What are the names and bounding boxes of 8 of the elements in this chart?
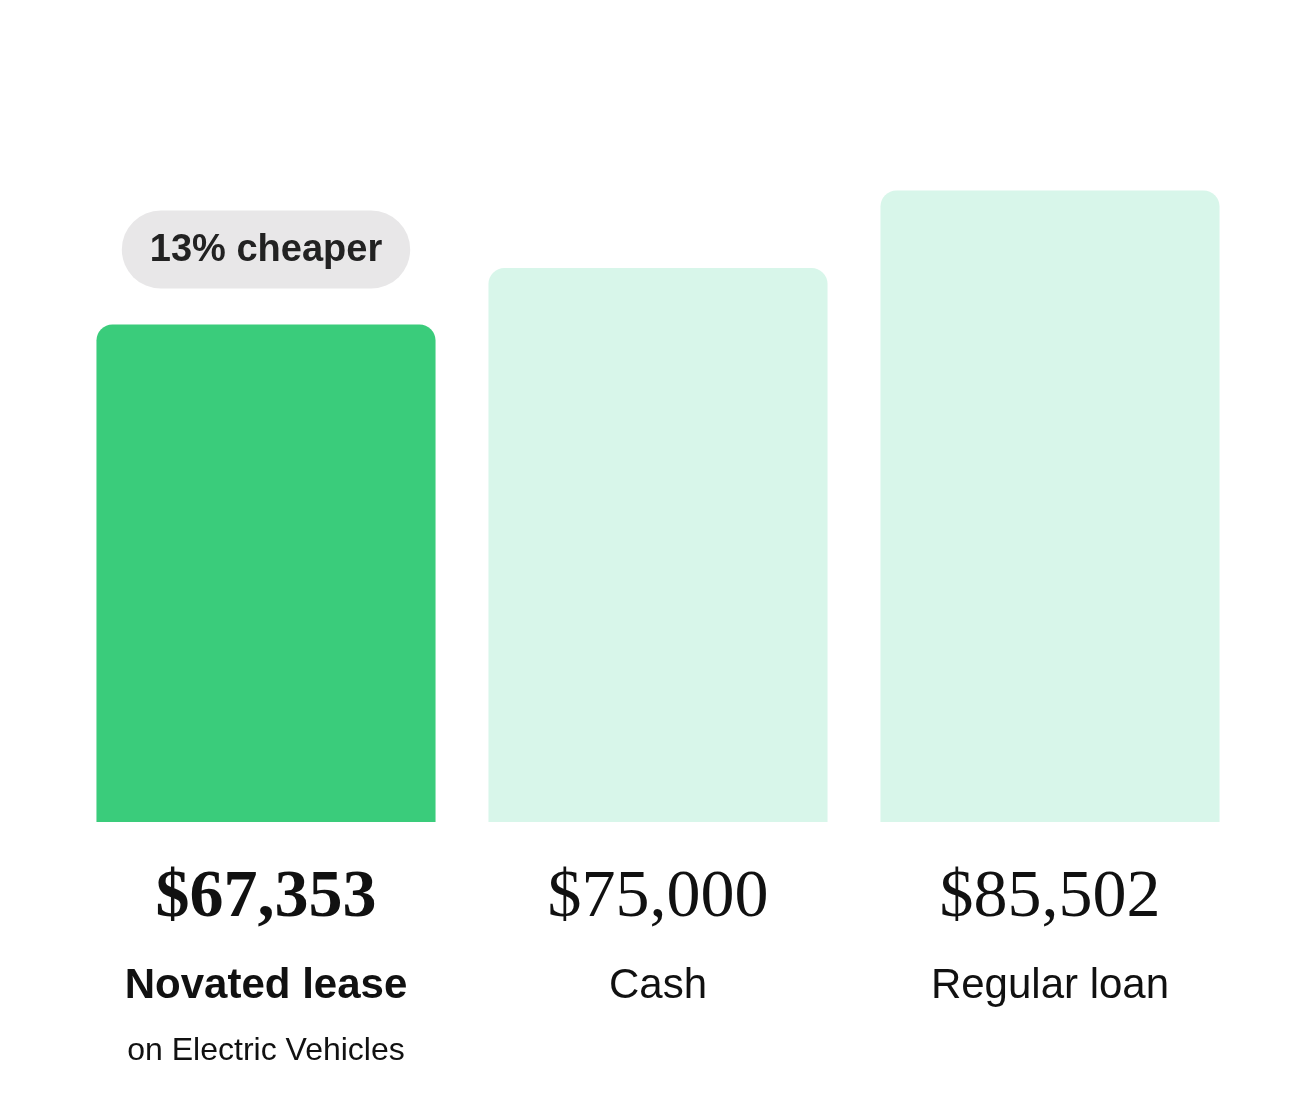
- data-label: $67,353: [155, 855, 377, 931]
- data-label: $75,000: [547, 855, 769, 931]
- data-label: $85,502: [939, 855, 1161, 931]
- x-tick-label: Cash: [608, 960, 708, 1007]
- text: on Electric Vehicles: [127, 1031, 405, 1067]
- x-tick-label: Novated lease: [124, 960, 408, 1007]
- x-tick-label: Regular loan: [930, 960, 1170, 1007]
- annotation: 13% cheaper: [149, 227, 383, 270]
